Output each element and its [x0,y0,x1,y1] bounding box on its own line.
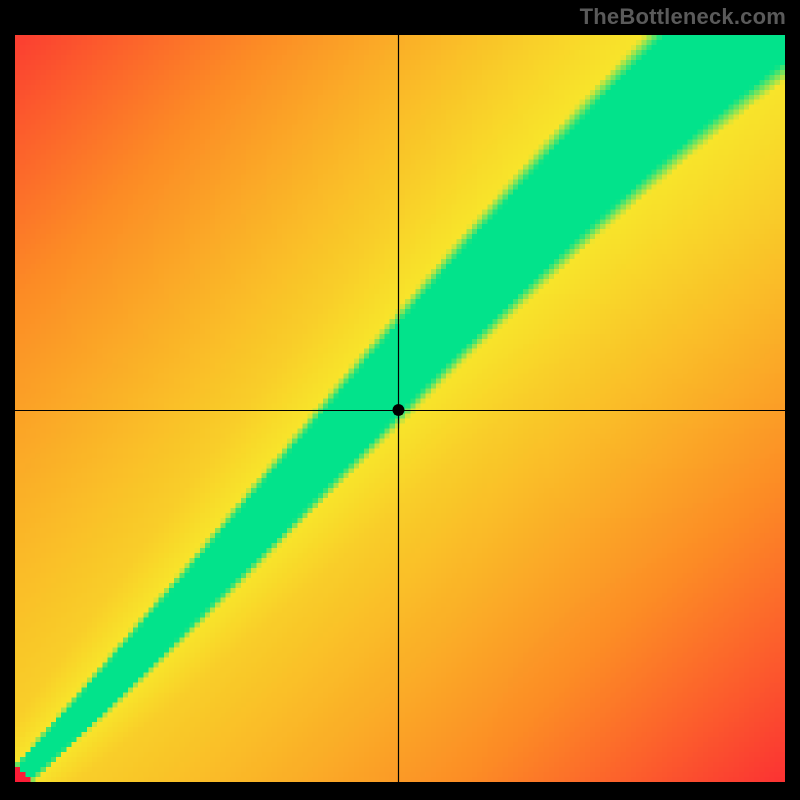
watermark-text: TheBottleneck.com [580,4,786,30]
chart-container: TheBottleneck.com [0,0,800,800]
crosshair-overlay [15,35,785,782]
